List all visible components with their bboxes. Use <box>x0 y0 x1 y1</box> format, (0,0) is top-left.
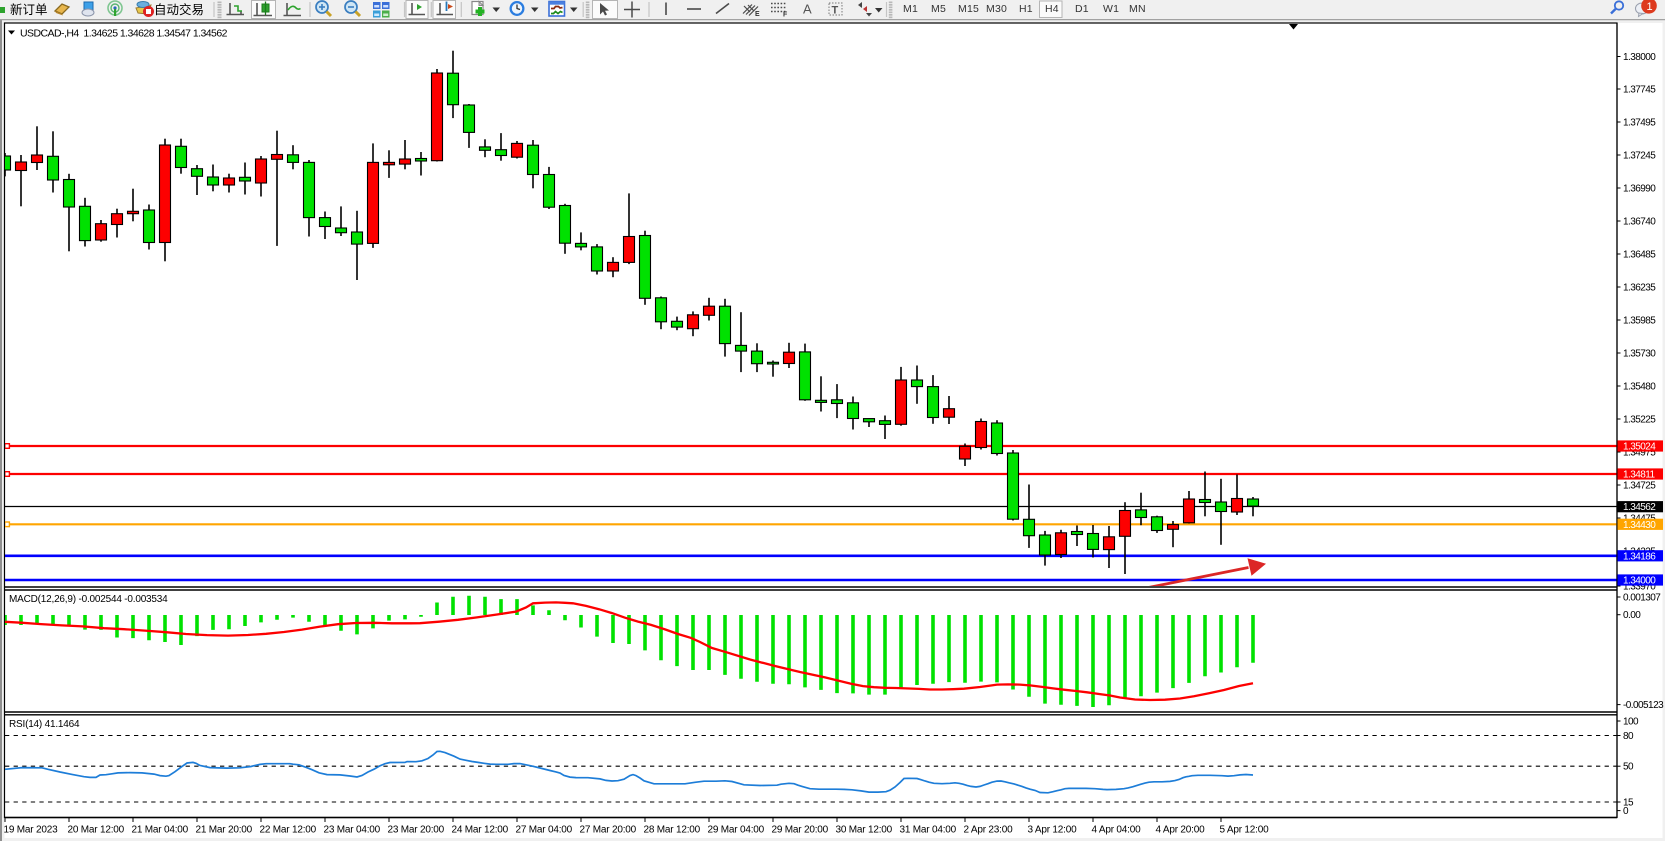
svg-text:24 Mar 12:00: 24 Mar 12:00 <box>452 824 509 835</box>
svg-text:31 Mar 04:00: 31 Mar 04:00 <box>900 824 957 835</box>
svg-text:E: E <box>755 11 760 18</box>
svg-text:1.34725: 1.34725 <box>1623 481 1656 492</box>
svg-text:80: 80 <box>1623 731 1634 742</box>
svg-text:29 Mar 20:00: 29 Mar 20:00 <box>772 824 829 835</box>
svg-text:1.34186: 1.34186 <box>1623 551 1656 562</box>
svg-text:1.35985: 1.35985 <box>1623 316 1656 327</box>
svg-text:1.35225: 1.35225 <box>1623 415 1656 426</box>
svg-text:2 Apr 23:00: 2 Apr 23:00 <box>964 824 1014 835</box>
svg-text:1.33970: 1.33970 <box>1623 582 1656 593</box>
svg-text:30 Mar 12:00: 30 Mar 12:00 <box>836 824 893 835</box>
svg-text:1.35024: 1.35024 <box>1623 442 1656 453</box>
svg-text:1.37245: 1.37245 <box>1623 151 1656 162</box>
svg-text:22 Mar 12:00: 22 Mar 12:00 <box>260 824 317 835</box>
svg-text:28 Mar 12:00: 28 Mar 12:00 <box>644 824 701 835</box>
svg-text:21 Mar 20:00: 21 Mar 20:00 <box>196 824 253 835</box>
svg-text:19 Mar 2023: 19 Mar 2023 <box>4 824 59 835</box>
svg-text:自动交易: 自动交易 <box>154 2 204 17</box>
svg-text:0.00: 0.00 <box>1623 610 1641 621</box>
svg-text:1: 1 <box>1647 1 1653 13</box>
svg-text:1.35730: 1.35730 <box>1623 349 1656 360</box>
svg-text:4 Apr 20:00: 4 Apr 20:00 <box>1156 824 1206 835</box>
svg-text:1.37495: 1.37495 <box>1623 118 1656 129</box>
svg-text:20 Mar 12:00: 20 Mar 12:00 <box>68 824 125 835</box>
svg-text:新订单: 新订单 <box>10 2 48 17</box>
svg-text:23 Mar 04:00: 23 Mar 04:00 <box>324 824 381 835</box>
svg-text:3 Apr 12:00: 3 Apr 12:00 <box>1028 824 1078 835</box>
svg-text:1.34975: 1.34975 <box>1623 448 1656 459</box>
svg-text:1.34000: 1.34000 <box>1623 576 1656 587</box>
svg-text:0.001307: 0.001307 <box>1623 593 1661 604</box>
svg-text:RSI(14) 41.1464: RSI(14) 41.1464 <box>9 719 80 730</box>
svg-text:29 Mar 04:00: 29 Mar 04:00 <box>708 824 765 835</box>
svg-text:100: 100 <box>1623 717 1639 728</box>
svg-text:15: 15 <box>1623 798 1634 809</box>
svg-text:23 Mar 20:00: 23 Mar 20:00 <box>388 824 445 835</box>
svg-text:21 Mar 04:00: 21 Mar 04:00 <box>132 824 189 835</box>
svg-text:1.36485: 1.36485 <box>1623 250 1656 261</box>
svg-text:1.35480: 1.35480 <box>1623 382 1656 393</box>
svg-text:1.37745: 1.37745 <box>1623 85 1656 96</box>
svg-text:T: T <box>832 5 839 17</box>
svg-text:-0.005123: -0.005123 <box>1623 700 1664 711</box>
svg-text:5 Apr 12:00: 5 Apr 12:00 <box>1220 824 1270 835</box>
svg-text:0: 0 <box>1623 806 1629 817</box>
svg-text:4 Apr 04:00: 4 Apr 04:00 <box>1092 824 1142 835</box>
svg-text:1.34811: 1.34811 <box>1623 470 1656 481</box>
svg-text:27 Mar 04:00: 27 Mar 04:00 <box>516 824 573 835</box>
svg-text:F: F <box>783 12 788 19</box>
svg-text:MACD(12,26,9) -0.002544 -0.003: MACD(12,26,9) -0.002544 -0.003534 <box>9 594 168 605</box>
svg-text:A: A <box>803 2 812 17</box>
svg-text:27 Mar 20:00: 27 Mar 20:00 <box>580 824 637 835</box>
svg-text:50: 50 <box>1623 762 1634 773</box>
svg-text:USDCAD-,H4 1.34625 1.34628 1.: USDCAD-,H4 1.34625 1.34628 1.34547 1.345… <box>20 28 228 40</box>
svg-text:1.34562: 1.34562 <box>1623 502 1656 513</box>
svg-text:1.36740: 1.36740 <box>1623 217 1656 228</box>
svg-text:1.38000: 1.38000 <box>1623 52 1656 63</box>
svg-text:1.36990: 1.36990 <box>1623 184 1656 195</box>
svg-text:1.36235: 1.36235 <box>1623 283 1656 294</box>
svg-text:1.34430: 1.34430 <box>1623 520 1656 531</box>
